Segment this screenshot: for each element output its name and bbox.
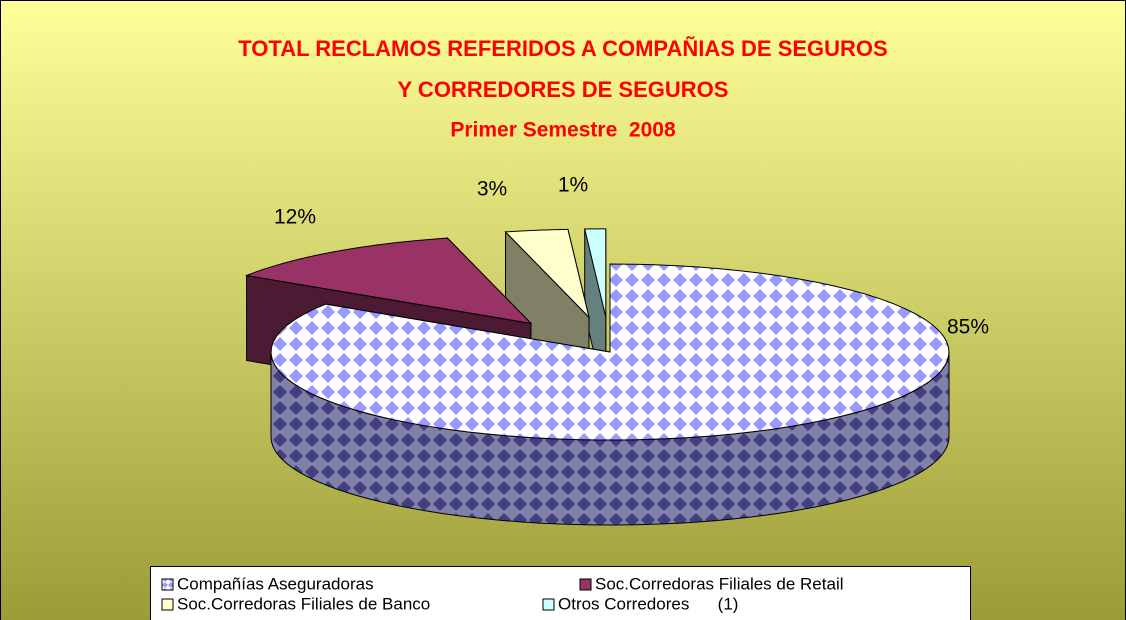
data-label: 3% (477, 178, 507, 201)
legend-key (161, 598, 174, 611)
slice-top (270, 263, 950, 441)
slice-top (504, 228, 590, 319)
legend-label: Soc.Corredoras Filiales de Retail (595, 574, 844, 593)
chart-subtitle: Primer Semestre 2008 (450, 119, 676, 142)
pie: 1% 3% 12% 85% (244, 174, 989, 526)
legend-label: Compañías Aseguradoras (177, 574, 374, 593)
legend-label: Soc.Corredoras Filiales de Banco (177, 594, 430, 613)
legend-key (579, 578, 592, 591)
pie-slice (270, 263, 950, 526)
data-label: 85% (947, 316, 989, 339)
slice-top (584, 228, 607, 317)
chart-title: Y CORREDORES DE SEGUROS (398, 77, 729, 102)
data-label: 1% (558, 174, 588, 197)
legend-key (542, 598, 555, 611)
legend-key (161, 578, 174, 591)
legend-items: Compañías Aseguradoras Soc.Corredoras Fil… (161, 574, 844, 613)
slice-top (244, 237, 533, 325)
chart-title: TOTAL RECLAMOS REFERIDOS A COMPAÑIAS DE … (238, 36, 887, 61)
data-label: 12% (274, 206, 316, 229)
legend (150, 566, 971, 620)
legend-label: Otros Corredores (1) (558, 594, 738, 613)
